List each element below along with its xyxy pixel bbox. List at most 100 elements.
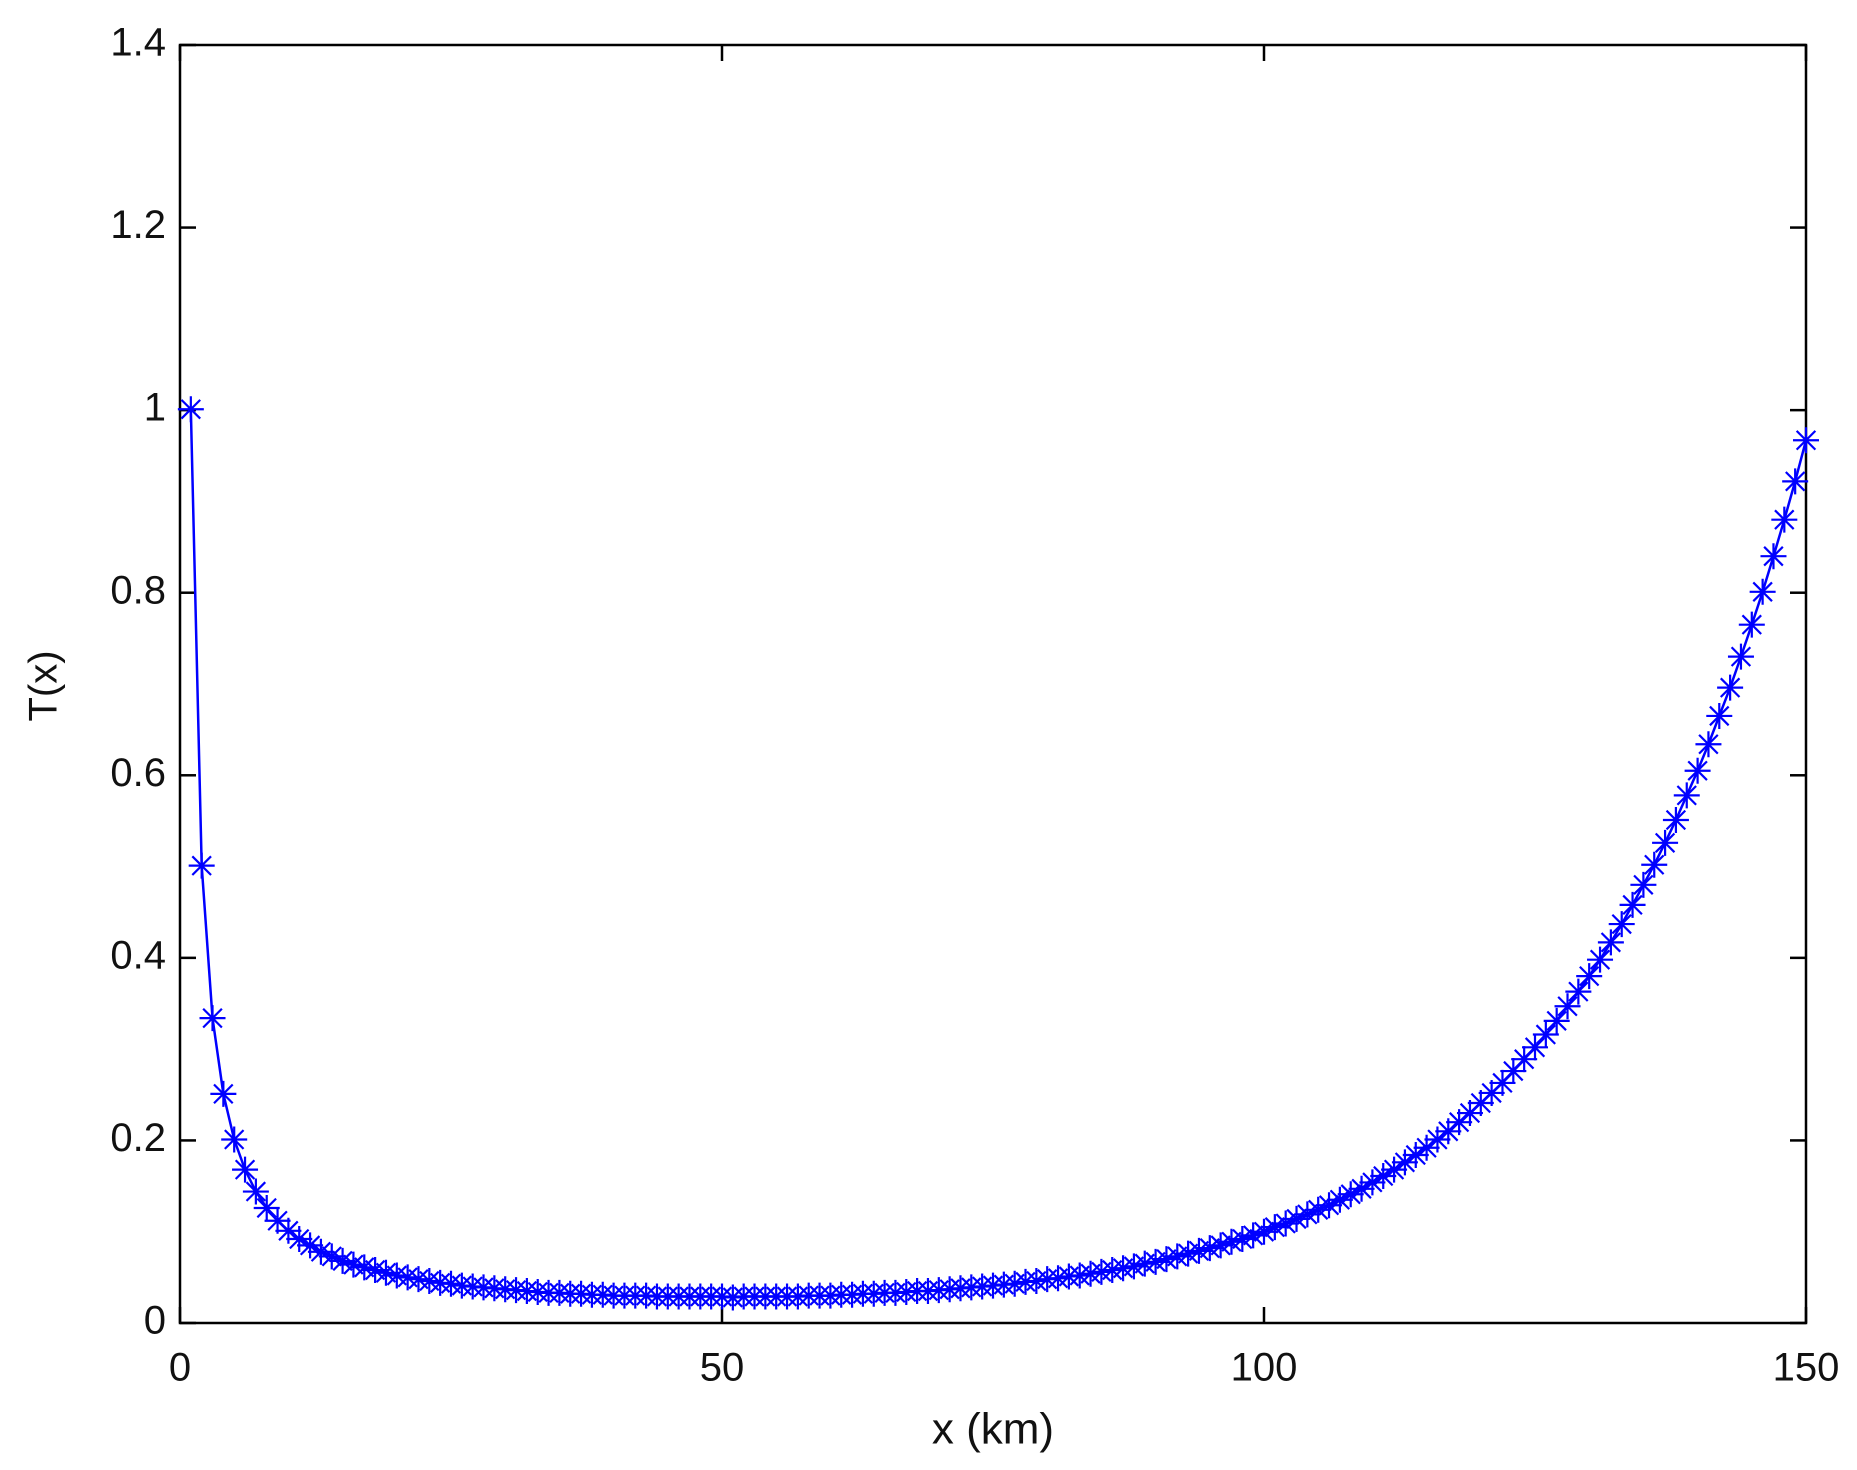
data-marker xyxy=(188,852,215,879)
data-marker xyxy=(1619,891,1646,918)
data-marker xyxy=(1435,1118,1462,1145)
data-marker xyxy=(1164,1243,1191,1270)
data-marker xyxy=(1662,807,1689,834)
data-marker xyxy=(1652,829,1679,856)
data-marker xyxy=(1413,1134,1440,1161)
data-marker xyxy=(394,1264,421,1291)
y-axis-label: T(x) xyxy=(22,650,66,721)
plot-frame xyxy=(178,43,1808,1325)
data-marker xyxy=(1391,1149,1418,1176)
data-marker xyxy=(1630,871,1657,898)
data-marker xyxy=(1077,1260,1104,1287)
data-marker xyxy=(1185,1237,1212,1264)
data-marker xyxy=(1294,1201,1321,1228)
data-marker xyxy=(1749,578,1776,605)
data-marker xyxy=(1424,1126,1451,1153)
data-marker xyxy=(1305,1196,1332,1223)
data-marker xyxy=(1641,851,1668,878)
data-marker xyxy=(1272,1210,1299,1237)
data-marker xyxy=(1131,1250,1158,1277)
y-tick-label: 0.2 xyxy=(110,1116,166,1160)
data-marker xyxy=(221,1126,248,1153)
y-tick-label: 1 xyxy=(144,386,166,430)
data-marker xyxy=(1608,911,1635,938)
data-marker xyxy=(438,1270,464,1297)
data-marker xyxy=(1153,1246,1180,1273)
y-tick-label: 0 xyxy=(144,1299,166,1343)
data-marker xyxy=(1738,611,1765,638)
x-tick-label: 0 xyxy=(169,1346,191,1390)
data-marker xyxy=(1251,1218,1277,1245)
data-marker xyxy=(1316,1192,1343,1219)
data-marker xyxy=(1478,1079,1505,1106)
data-marker xyxy=(1142,1248,1169,1275)
data-marker xyxy=(1565,978,1592,1005)
data-marker xyxy=(1283,1205,1310,1232)
data-marker xyxy=(1175,1240,1202,1267)
data-marker xyxy=(1381,1156,1408,1183)
y-tick-label: 0.8 xyxy=(110,568,166,612)
data-marker xyxy=(1207,1232,1234,1259)
data-marker xyxy=(210,1080,237,1107)
data-marker xyxy=(1446,1109,1473,1136)
data-marker xyxy=(1695,731,1722,758)
data-marker xyxy=(1727,643,1754,670)
x-tick-label: 50 xyxy=(700,1346,745,1390)
data-marker xyxy=(1120,1253,1147,1280)
data-marker xyxy=(1359,1169,1386,1196)
data-marker xyxy=(1522,1034,1548,1061)
data-marker xyxy=(1706,702,1733,729)
data-marker xyxy=(340,1251,367,1278)
data-marker xyxy=(177,396,204,423)
data-marker xyxy=(362,1257,389,1284)
y-tick-label: 0.6 xyxy=(110,751,166,795)
data-marker xyxy=(1001,1270,1028,1297)
x-tick-label: 150 xyxy=(1773,1346,1840,1390)
data-marker xyxy=(275,1217,302,1244)
data-marker xyxy=(1597,929,1624,956)
data-marker xyxy=(372,1259,399,1286)
data-marker xyxy=(1261,1214,1288,1241)
data-marker xyxy=(1467,1090,1494,1116)
data-marker xyxy=(242,1178,269,1205)
data-marker xyxy=(1229,1226,1256,1253)
data-marker xyxy=(1348,1175,1375,1202)
data-marker xyxy=(318,1243,345,1270)
data-marker xyxy=(1793,427,1819,454)
data-marker xyxy=(286,1226,313,1253)
data-marker xyxy=(405,1266,432,1293)
data-marker xyxy=(1717,674,1744,701)
data-marker xyxy=(1218,1228,1245,1255)
data-marker xyxy=(1760,543,1787,570)
data-marker xyxy=(1684,757,1711,784)
data-marker xyxy=(1402,1142,1429,1169)
y-tick-label: 1.4 xyxy=(110,21,166,65)
data-marker xyxy=(1240,1222,1267,1249)
data-marker xyxy=(232,1156,259,1183)
data-marker xyxy=(253,1194,280,1221)
data-marker xyxy=(1099,1257,1126,1284)
data-marker xyxy=(1045,1265,1072,1292)
data-marker xyxy=(1500,1058,1527,1085)
y-tick-label: 0.4 xyxy=(110,933,166,977)
data-marker xyxy=(1587,946,1614,973)
data-marker xyxy=(199,1005,226,1032)
data-marker xyxy=(1554,993,1581,1020)
data-marker xyxy=(1543,1007,1570,1034)
data-marker xyxy=(1456,1100,1483,1127)
data-marker xyxy=(1110,1255,1137,1282)
data-marker xyxy=(1088,1258,1115,1285)
data-marker xyxy=(1370,1163,1397,1190)
x-tick-label: 100 xyxy=(1231,1346,1298,1390)
data-marker xyxy=(1337,1181,1364,1208)
data-marker xyxy=(1782,468,1809,495)
data-marker xyxy=(1023,1268,1050,1295)
x-axis-label: x (km) xyxy=(932,1405,1054,1454)
data-marker xyxy=(1066,1262,1093,1289)
data-marker xyxy=(329,1247,356,1274)
data-marker xyxy=(1196,1235,1223,1262)
y-tick-label: 1.2 xyxy=(110,203,166,247)
data-marker xyxy=(1511,1046,1538,1073)
data-marker xyxy=(1576,963,1603,990)
